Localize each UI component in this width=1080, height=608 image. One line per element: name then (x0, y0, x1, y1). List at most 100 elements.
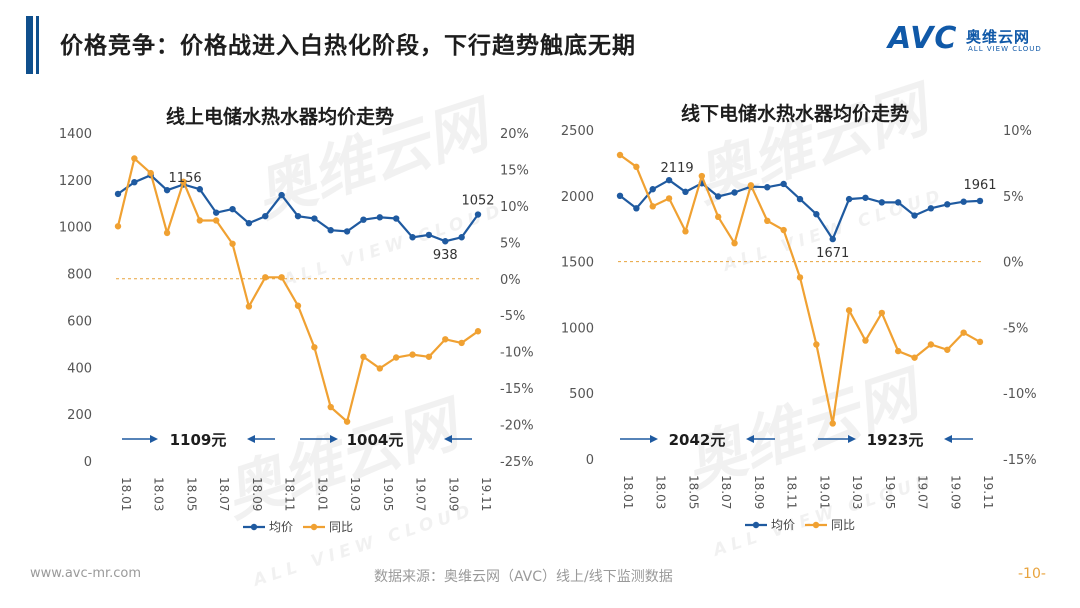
price-data-point (862, 194, 869, 201)
period-arrow-left-head (247, 435, 255, 443)
offline-price-chart-svg: 线下电储水热水器均价走势 0 500 1000 1500 2000 2500 -15% -10%… (561, 102, 1037, 532)
price-data-point (458, 234, 465, 241)
y-left-tick-label: 200 (67, 408, 92, 423)
x-tick-label: 18.01 (119, 477, 133, 511)
yoy-data-point (747, 182, 755, 189)
price-data-point (780, 180, 787, 188)
price-data-point (878, 199, 886, 206)
yoy-data-point (813, 341, 820, 348)
data-label: 938 (433, 248, 458, 263)
legend-yoy-label: 同比 (831, 518, 855, 532)
x-tick-label: 19.09 (948, 475, 962, 509)
x-tick-label: 19.09 (446, 477, 460, 511)
yoy-data-point (245, 303, 253, 310)
price-data-point (813, 211, 820, 218)
price-data-point (976, 197, 984, 205)
footer-url[interactable]: www.avc-mr.com (30, 566, 142, 581)
y-left-tick-label: 800 (67, 268, 92, 283)
yoy-data-point (633, 163, 640, 171)
yoy-data-point (731, 239, 738, 247)
page-title: 价格竞争：价格战进入白热化阶段，下行趋势触底无期 (60, 33, 636, 59)
yoy-data-point (665, 195, 673, 202)
yoy-data-point (976, 338, 984, 346)
yoy-data-point (163, 229, 171, 237)
brand-name-cn: 奥维云网 (966, 28, 1031, 46)
price-data-point (311, 215, 318, 222)
yoy-data-point (474, 328, 482, 335)
x-tick-label: 19.05 (883, 475, 897, 509)
y-left-tick-label: 1400 (59, 127, 92, 142)
price-data-point (633, 205, 640, 212)
price-data-point (245, 220, 253, 227)
y-left-tick-label: 1000 (561, 321, 594, 336)
y-left-tick-label: 1200 (59, 174, 92, 189)
y-left-tick-label: 600 (67, 314, 92, 329)
chart-title: 线下电储水热水器均价走势 (681, 102, 909, 125)
legend-yoy-marker (812, 521, 820, 529)
period-average-label: 1109元 (170, 431, 227, 449)
x-tick-label: 19.11 (479, 477, 493, 511)
data-label: 1961 (963, 178, 996, 193)
yoy-data-point (714, 213, 722, 221)
legend-price-label: 均价 (269, 520, 293, 534)
price-data-point (327, 227, 334, 234)
yoy-data-point (442, 336, 449, 343)
yoy-data-point (698, 172, 706, 180)
brand-mark: AVC (888, 21, 958, 56)
yoy-data-point (764, 217, 771, 225)
footer-source: 数据来源：奥维云网（AVC）线上/线下监测数据 (374, 569, 673, 585)
period-arrow-right-head (150, 435, 158, 443)
price-data-point (278, 191, 285, 199)
legend-price-marker (752, 521, 760, 529)
yoy-data-point (649, 203, 656, 210)
legend-yoy-marker (310, 523, 318, 531)
yoy-data-point (616, 151, 624, 159)
price-data-point (682, 188, 689, 196)
y-left-tick-label: 400 (67, 361, 92, 376)
x-tick-label: 18.03 (152, 477, 166, 511)
legend-price-label: 均价 (771, 518, 795, 532)
period-average-label: 1923元 (867, 431, 924, 449)
price-data-point (796, 195, 804, 203)
price-data-point (131, 179, 138, 186)
yoy-data-point (327, 403, 334, 411)
yoy-data-point (927, 341, 935, 348)
x-tick-label: 18.11 (283, 477, 297, 511)
yoy-data-point (911, 354, 918, 361)
y-left-tick-label: 1000 (59, 221, 92, 236)
price-data-point (894, 199, 902, 206)
legend-yoy-label: 同比 (329, 520, 353, 534)
price-data-point (714, 193, 722, 200)
period-arrow-right-head (330, 435, 338, 443)
price-data-point (764, 184, 771, 191)
y-right-tick-label: 5% (1003, 190, 1024, 205)
price-data-point (114, 190, 122, 198)
period-average-label: 1004元 (347, 431, 404, 449)
x-tick-label: 19.05 (381, 477, 395, 511)
y-right-tick-label: -5% (1003, 321, 1028, 336)
yoy-data-point (862, 337, 869, 344)
offline-price-chart: 线下电储水热水器均价走势 0 500 1000 1500 2000 2500 -15% -10%… (540, 95, 1080, 549)
yoy-data-point (114, 223, 122, 230)
yoy-data-point (131, 155, 138, 162)
price-data-point (163, 186, 171, 194)
price-data-point (212, 209, 220, 216)
x-tick-label: 19.01 (817, 475, 831, 509)
title-accent-bar (26, 16, 33, 74)
yoy-data-point (376, 365, 384, 372)
price-data-point (442, 238, 449, 245)
y-right-tick-label: 10% (1003, 124, 1032, 139)
price-data-point (409, 234, 416, 241)
x-tick-label: 18.09 (250, 477, 264, 511)
y-right-tick-label: 0% (1003, 256, 1024, 271)
data-label: 1156 (169, 171, 202, 186)
yoy-data-point (409, 351, 416, 358)
y-right-tick-label: 5% (500, 236, 521, 251)
price-data-point (649, 186, 656, 193)
period-average-label: 2042元 (669, 431, 726, 449)
period-arrow-left-head (444, 435, 452, 443)
y-right-tick-label: -5% (500, 309, 525, 324)
price-data-point (425, 231, 433, 239)
data-label: 1671 (816, 246, 849, 261)
yoy-data-point (262, 274, 269, 281)
